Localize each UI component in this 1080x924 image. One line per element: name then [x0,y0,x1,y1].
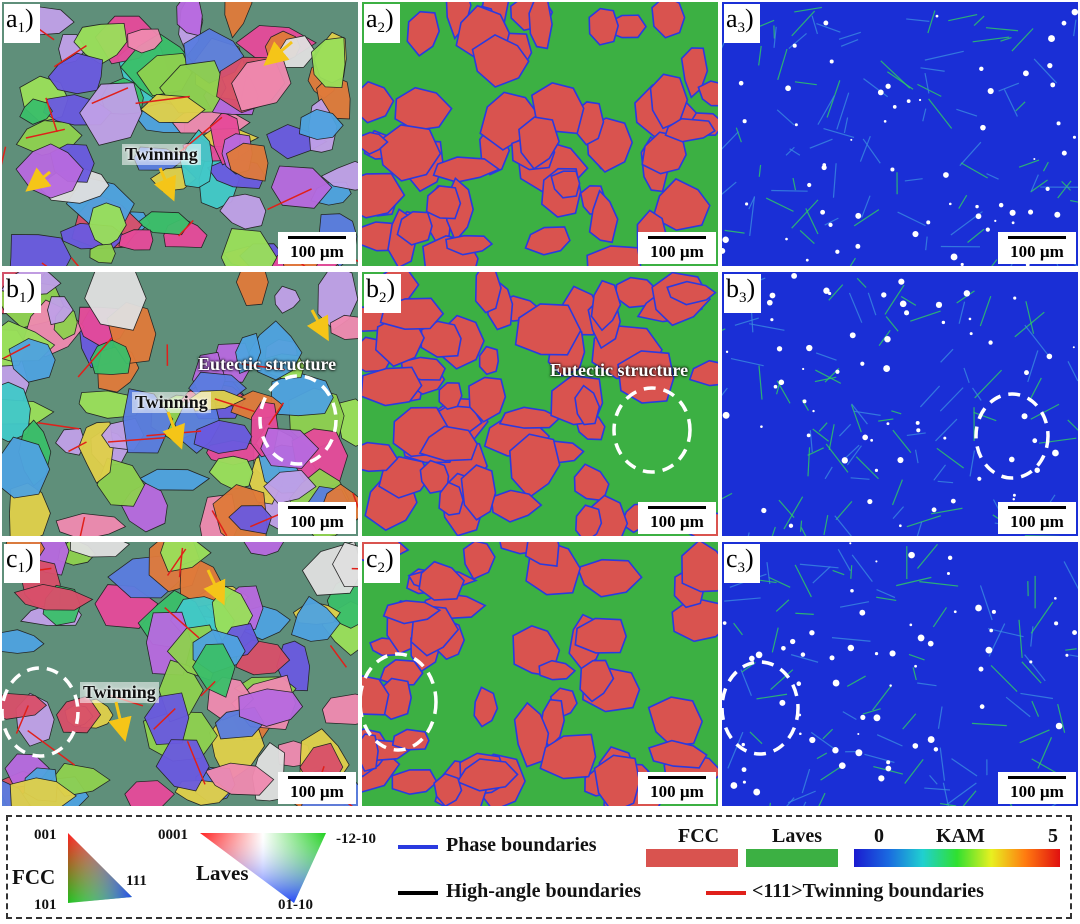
laves-phase-label: Laves [772,825,822,847]
panel-b3: b3) 100 µm [722,272,1078,536]
scale-bar: 100 µm [998,502,1076,534]
scale-bar: 100 µm [638,232,716,264]
annotation-twinning: Twinning [132,392,211,413]
legend: 001 FCC 101 111 0001 Laves -12-10 01-10 … [6,815,1072,919]
phase-map [362,272,718,536]
scale-bar: 100 µm [638,772,716,804]
kam-map [722,272,1078,536]
panel-a3: a3) 100 µm [722,2,1078,266]
twin-boundary-swatch [706,891,746,895]
fcc-corner-101: 101 [34,897,57,913]
laves-corner-0001: 0001 [158,827,188,843]
annotation-twinning: Twinning [122,144,201,165]
panel-label: b3) [724,274,762,313]
panel-c3: c3) 100 µm [722,542,1078,806]
panel-label: b1) [4,274,42,313]
laves-corner-12-10: -12-10 [336,831,376,847]
annotation-eutectic: Eutectic structure [550,360,689,380]
laves-corner-01-10: 01-10 [278,897,313,913]
panel-b2: b2) Eutectic structure 100 µm [362,272,718,536]
fcc-corner-111: 111 [126,873,147,889]
kam-max: 5 [1048,825,1058,847]
laves-ipf-triangle [200,833,326,903]
fcc-phase-label: FCC [678,825,720,847]
ipf-map [2,542,358,806]
laves-triangle-label: Laves [196,861,249,885]
panel-label: c3) [724,544,760,583]
fcc-ipf-triangle [68,833,132,903]
annotation-eutectic: Eutectic structure [198,354,337,374]
high-angle-label: High-angle boundaries [446,880,642,902]
panel-b1: b1) Eutectic structure Twinning 100 µm [2,272,358,536]
scale-bar: 100 µm [278,772,356,804]
panel-a1: a1) Twinning 100 µm [2,2,358,266]
panel-c2: c2) 100 µm [362,542,718,806]
ipf-map [2,272,358,536]
kam-label: KAM [936,825,985,847]
kam-colorbar [854,849,1060,867]
phase-map [362,2,718,266]
phase-boundaries-label: Phase boundaries [446,834,597,856]
panel-a2: a2) 100 µm [362,2,718,266]
high-angle-swatch [398,891,438,895]
panel-label: a1) [4,4,40,43]
fcc-corner-001: 001 [34,827,57,843]
twin-boundaries-label: <111>Twinning boundaries [752,880,984,902]
fcc-triangle-label: FCC [12,865,56,889]
phase-map [362,542,718,806]
phase-boundary-swatch [398,845,438,849]
panel-label: c2) [364,544,400,583]
laves-phase-swatch [746,849,838,867]
scale-bar: 100 µm [638,502,716,534]
scale-bar: 100 µm [998,772,1076,804]
kam-map [722,542,1078,806]
panel-label: a3) [724,4,760,43]
fcc-phase-swatch [646,849,738,867]
panel-c1: c1) Twinning 100 µm [2,542,358,806]
kam-min: 0 [874,825,884,847]
scale-bar: 100 µm [278,232,356,264]
panel-label: a2) [364,4,400,43]
panel-label: c1) [4,544,40,583]
annotation-twinning: Twinning [80,682,159,703]
scale-bar: 100 µm [998,232,1076,264]
ipf-map [2,2,358,266]
kam-map [722,2,1078,266]
panel-label: b2) [364,274,402,313]
scale-bar: 100 µm [278,502,356,534]
